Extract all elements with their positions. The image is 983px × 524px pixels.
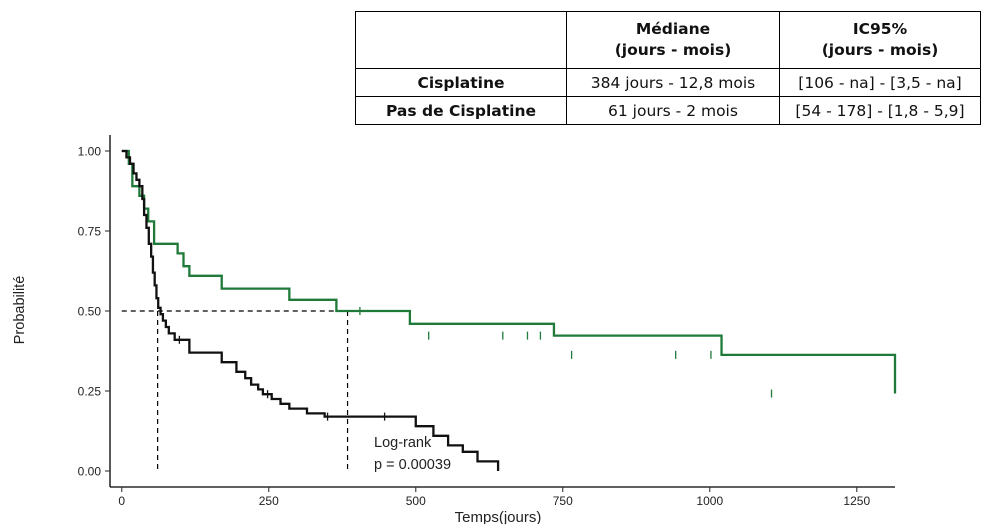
survival-curve-2: [121, 149, 500, 471]
x-tick-label: 1250: [843, 494, 870, 508]
survival-curve-1: [121, 149, 897, 394]
x-axis-title: Temps(jours): [455, 509, 542, 524]
x-tick-label: 1000: [696, 494, 723, 508]
y-axis-title: Probabilité: [12, 276, 28, 345]
table-cell-ci: [106 - na] - [3,5 - na]: [779, 68, 981, 97]
axes: 0.00 0.25 0.50 0.75 1.00 0 250 500 750 1000 1250: [78, 135, 895, 508]
table-row-label: Pas de Cisplatine: [355, 96, 567, 125]
x-tick-label: 500: [406, 494, 426, 508]
y-tick-label: 0.00: [78, 465, 102, 479]
x-tick-label: 0: [118, 494, 125, 508]
annotation-line-2: p = 0.00039: [374, 457, 451, 473]
table-cell-median: 61 jours - 2 mois: [566, 96, 780, 125]
y-tick-label: 0.75: [78, 225, 102, 239]
table-cell-ci: [54 - 178] - [1,8 - 5,9]: [779, 96, 981, 125]
table-header-empty: [355, 11, 567, 69]
median-table: Médiane (jours - mois) IC95% (jours - mo…: [355, 11, 981, 125]
x-tick-label: 750: [553, 494, 573, 508]
median-reference-lines: [121, 310, 349, 471]
y-tick-label: 0.25: [78, 385, 102, 399]
y-tick-label: 0.50: [78, 305, 102, 319]
table-header-ci: IC95% (jours - mois): [779, 11, 981, 69]
y-tick-label: 1.00: [78, 145, 102, 159]
annotation-line-1: Log-rank: [374, 435, 432, 451]
x-tick-label: 250: [259, 494, 279, 508]
series-layer: [121, 149, 897, 471]
